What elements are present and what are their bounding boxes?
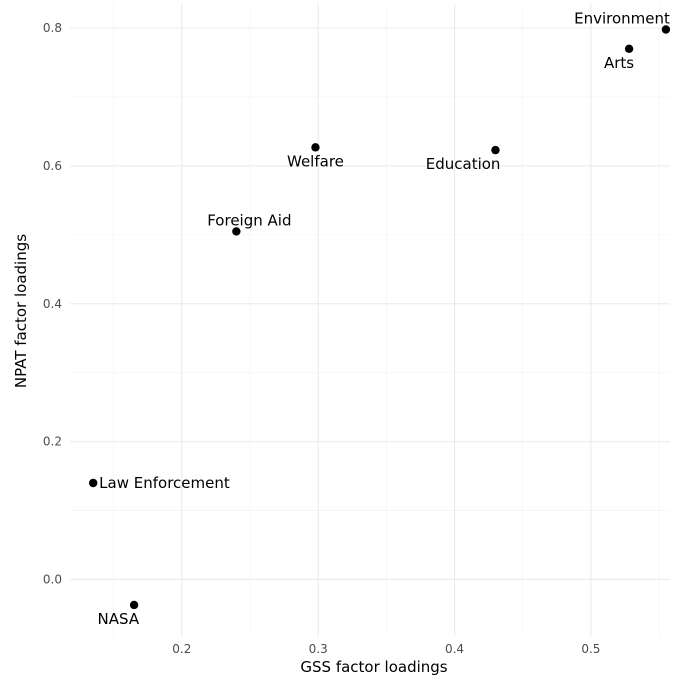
data-point-label: Foreign Aid — [207, 211, 291, 229]
data-point-label: Law Enforcement — [99, 474, 230, 492]
x-axis-title: GSS factor loadings — [300, 658, 447, 676]
major-gridlines — [70, 4, 670, 636]
y-axis-title: NPAT factor loadings — [12, 234, 30, 388]
x-axis-ticks: 0.2 0.3 0.4 0.5 — [172, 642, 600, 656]
minor-gridlines — [70, 4, 670, 636]
y-tick-label: 0.0 — [43, 572, 62, 586]
data-point — [311, 143, 320, 152]
point-labels: Environment Arts Welfare Education Foreign A… — [98, 10, 670, 628]
data-point-label: Welfare — [287, 152, 344, 170]
data-point — [661, 25, 671, 34]
y-tick-label: 0.8 — [43, 21, 62, 35]
y-tick-label: 0.2 — [43, 435, 62, 449]
y-tick-label: 0.4 — [43, 297, 62, 311]
data-point — [491, 145, 500, 155]
data-point-label: Education — [426, 155, 501, 173]
data-point-label: NASA — [98, 610, 140, 628]
data-point — [624, 44, 634, 53]
x-tick-label: 0.4 — [445, 642, 464, 656]
data-point-label: Environment — [574, 10, 670, 28]
x-tick-label: 0.5 — [581, 642, 600, 656]
x-tick-label: 0.2 — [172, 642, 191, 656]
data-points — [88, 25, 671, 610]
data-point — [232, 227, 241, 236]
data-point — [88, 478, 98, 488]
x-tick-label: 0.3 — [309, 642, 328, 656]
data-point — [129, 600, 139, 610]
data-point-label: Arts — [604, 54, 634, 72]
y-tick-label: 0.6 — [43, 159, 62, 173]
y-axis-ticks: 0.0 0.2 0.4 0.6 0.8 — [43, 21, 62, 586]
